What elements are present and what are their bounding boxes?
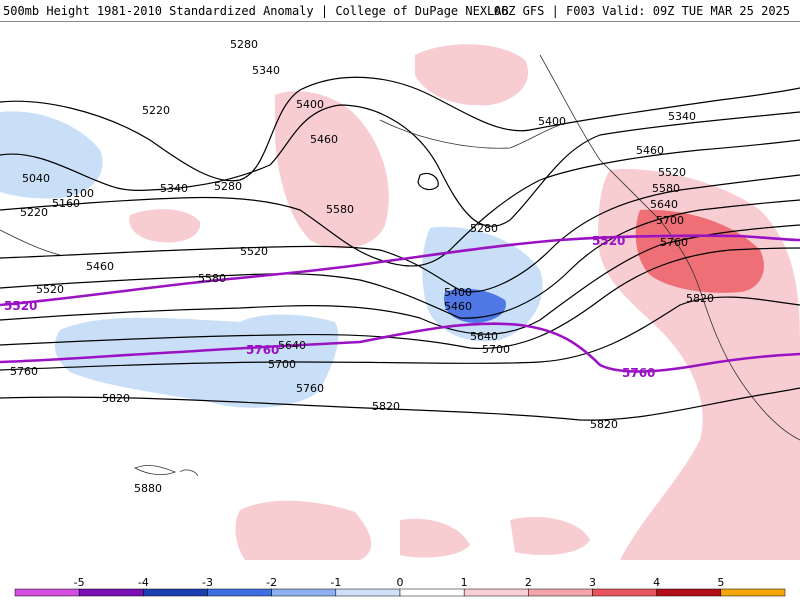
contour-label: 5040 bbox=[22, 172, 50, 185]
thickness-label: 5520 bbox=[4, 299, 37, 313]
contour-label: 5340 bbox=[160, 182, 188, 195]
contour-label: 5520 bbox=[36, 283, 64, 296]
contour-label: 5280 bbox=[214, 180, 242, 193]
colorbar-segment bbox=[14, 588, 80, 597]
contour-label: 5760 bbox=[660, 236, 688, 249]
contour-label: 5640 bbox=[278, 339, 306, 352]
contour-label: 5220 bbox=[20, 206, 48, 219]
contour-label: 5580 bbox=[326, 203, 354, 216]
colorbar-tick-label: -4 bbox=[138, 577, 149, 589]
contour-label: 5580 bbox=[652, 182, 680, 195]
thickness-label: 5520 bbox=[592, 234, 625, 248]
colorbar-tick-label: -1 bbox=[330, 577, 341, 589]
contour-label: 5400 bbox=[538, 115, 566, 128]
colorbar-segment bbox=[207, 588, 272, 597]
contour-label: 5820 bbox=[102, 392, 130, 405]
colorbar-segment bbox=[78, 588, 144, 597]
contour-label: 5700 bbox=[656, 214, 684, 227]
thickness-labels: 5520 5520 5760 5760 bbox=[4, 234, 655, 380]
anomaly-blob-north bbox=[415, 44, 529, 106]
colorbar-tick-label: 3 bbox=[589, 577, 596, 589]
anomaly-blob-s bbox=[400, 518, 470, 558]
contour-label: 5760 bbox=[296, 382, 324, 395]
height-contours bbox=[0, 76, 800, 421]
contour-label: 5820 bbox=[372, 400, 400, 413]
contour-label: 5640 bbox=[470, 330, 498, 343]
colorbar-tick-label: 4 bbox=[653, 577, 660, 589]
contour-label: 5280 bbox=[470, 222, 498, 235]
contour-label: 5460 bbox=[444, 300, 472, 313]
anomaly-blob-pacific bbox=[129, 209, 201, 243]
contour-label: 5400 bbox=[444, 286, 472, 299]
colorbar-tick-label: 2 bbox=[525, 577, 532, 589]
colorbar-segment bbox=[720, 588, 786, 597]
contour-labels: 5040 5100 5160 5220 5220 5280 5280 5280 … bbox=[10, 38, 714, 495]
contour-label: 5520 bbox=[658, 166, 686, 179]
model-run-label: 06Z GFS | F003 Valid: 09Z TUE MAR 25 202… bbox=[493, 4, 790, 18]
colorbar-segment bbox=[143, 588, 208, 597]
contour-label: 5280 bbox=[230, 38, 258, 51]
contour-label: 5460 bbox=[636, 144, 664, 157]
colorbar-segment bbox=[656, 588, 722, 597]
contour-label: 5460 bbox=[310, 133, 338, 146]
colorbar-tick-label: -3 bbox=[202, 577, 213, 589]
colorbar-segment bbox=[463, 588, 529, 597]
contour-label: 5400 bbox=[296, 98, 324, 111]
anomaly-blob-se bbox=[510, 516, 590, 556]
colorbar-segment bbox=[335, 588, 401, 597]
anomaly-blob-south bbox=[54, 314, 339, 408]
contour-label: 5520 bbox=[240, 245, 268, 258]
contour-label: 5460 bbox=[86, 260, 114, 273]
anomaly-blob-gulf bbox=[275, 91, 389, 249]
colorbar-segment bbox=[592, 588, 657, 597]
colorbar-segment bbox=[528, 588, 593, 597]
contour-label: 5640 bbox=[650, 198, 678, 211]
contour-label: 5880 bbox=[134, 482, 162, 495]
coastlines bbox=[0, 54, 800, 477]
colorbar-legend: -5 -4 -3 -2 -1 0 1 2 3 4 5 bbox=[14, 577, 786, 597]
contour-label: 5820 bbox=[590, 418, 618, 431]
contour-label: 5820 bbox=[686, 292, 714, 305]
colorbar-segment bbox=[399, 588, 465, 597]
weather-map: 5040 5100 5160 5220 5220 5280 5280 5280 … bbox=[0, 38, 800, 561]
thickness-label: 5760 bbox=[246, 343, 279, 357]
contour-label: 5220 bbox=[142, 104, 170, 117]
contour-label: 5760 bbox=[10, 365, 38, 378]
colorbar-segment bbox=[271, 588, 337, 597]
colorbar-tick-label: -2 bbox=[266, 577, 277, 589]
contour-label: 5580 bbox=[198, 272, 226, 285]
colorbar-tick-label: 5 bbox=[717, 577, 724, 589]
contour-label: 5160 bbox=[52, 197, 80, 210]
colorbar-tick-label: 0 bbox=[397, 577, 404, 589]
contour-label: 5340 bbox=[668, 110, 696, 123]
thickness-label: 5760 bbox=[622, 366, 655, 380]
colorbar-tick-label: 1 bbox=[461, 577, 468, 589]
contour-label: 5700 bbox=[268, 358, 296, 371]
anomaly-blob-west bbox=[0, 111, 103, 199]
map-title: 500mb Height 1981-2010 Standardized Anom… bbox=[3, 4, 509, 18]
negative-anomaly-shading bbox=[0, 111, 543, 408]
anomaly-blob-sw bbox=[235, 500, 372, 560]
contour-label: 5100 bbox=[66, 187, 94, 200]
colorbar-ticks: -5 -4 -3 -2 -1 0 1 2 3 4 5 bbox=[74, 577, 725, 589]
contour-label: 5700 bbox=[482, 343, 510, 356]
colorbar-tick-label: -5 bbox=[74, 577, 85, 589]
contour-label: 5340 bbox=[252, 64, 280, 77]
header-bar: 500mb Height 1981-2010 Standardized Anom… bbox=[0, 0, 800, 22]
anomaly-blob-core bbox=[444, 288, 506, 323]
colorbar bbox=[14, 588, 786, 597]
thickness-lines bbox=[0, 234, 800, 373]
